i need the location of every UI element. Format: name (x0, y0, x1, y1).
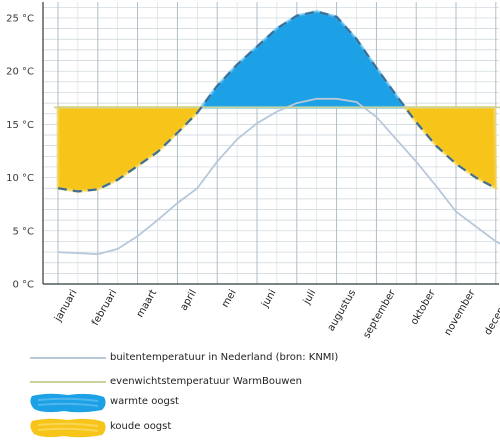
y-tick-label: 5 °C (12, 226, 34, 237)
legend-label: koude oogst (110, 421, 172, 432)
heat-harvest-area-fill (201, 11, 406, 108)
x-tick-labels: januari februari maart april mei juni juli augu… (52, 287, 500, 340)
y-tick-labels: 0 °C 5 °C 10 °C 15 °C 20 °C 25 °C (6, 13, 34, 290)
x-tick-label: juli (301, 288, 318, 307)
x-tick-label: mei (220, 288, 239, 310)
x-tick-label: november (443, 287, 478, 337)
legend-label: buitentemperatuur in Nederland (bron: KN… (110, 352, 339, 363)
y-tick-label: 0 °C (12, 280, 34, 291)
x-tick-label: januari (52, 288, 79, 324)
axes (42, 2, 499, 285)
y-tick-label: 15 °C (6, 120, 34, 131)
x-tick-label: februari (90, 288, 119, 328)
cold-harvest-area-autumn-fill (405, 107, 496, 189)
x-tick-label: juni (259, 288, 278, 310)
y-tick-label: 10 °C (6, 173, 34, 184)
y-tick-label: 25 °C (6, 13, 34, 24)
legend: buitentemperatuur in Nederland (bron: KN… (0, 345, 500, 445)
x-tick-label: augustus (326, 288, 358, 333)
series-lines (54, 10, 500, 256)
x-tick-label: maart (135, 288, 160, 320)
cold-harvest-area-autumn (402, 105, 498, 191)
x-tick-label: december (483, 287, 500, 337)
temperature-chart: 0 °C 5 °C 10 °C 15 °C 20 °C 25 °C januari febr… (6, 2, 500, 340)
y-tick-label: 20 °C (6, 67, 34, 78)
x-tick-label: april (178, 288, 199, 313)
legend-cold-swatch (30, 418, 106, 438)
cold-harvest-area-spring-fill (58, 107, 202, 192)
legend-line-swatch (30, 357, 106, 359)
legend-item-cold-harvest: koude oogst (0, 418, 500, 442)
legend-item-outdoor-temperature: buitentemperatuur in Nederland (bron: KN… (0, 351, 500, 373)
legend-label: evenwichtstemperatuur WarmBouwen (110, 376, 302, 387)
cold-harvest-area-spring (56, 105, 205, 193)
x-tick-label: oktober (409, 287, 438, 327)
x-tick-label: september (361, 287, 398, 340)
legend-item-heat-harvest: warmte oogst (0, 393, 500, 417)
legend-label: warmte oogst (110, 396, 179, 407)
legend-line-swatch (30, 381, 106, 383)
legend-heat-swatch (30, 393, 106, 413)
dashed-temperature-line (57, 10, 497, 193)
heat-harvest-area (198, 10, 409, 109)
legend-item-equilibrium-temperature: evenwichtstemperatuur WarmBouwen (0, 375, 500, 397)
